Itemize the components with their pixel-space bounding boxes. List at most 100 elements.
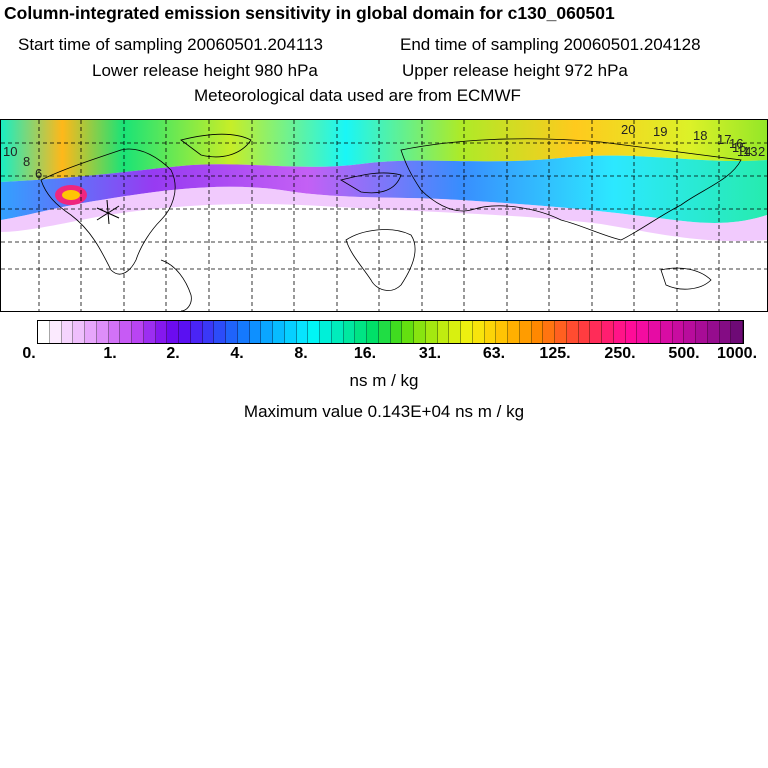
colorbar-segment bbox=[249, 321, 262, 343]
colorbar-segment bbox=[472, 321, 485, 343]
colorbar-segment bbox=[120, 321, 132, 343]
contour-label: 2 bbox=[758, 144, 766, 159]
contour-label: 19 bbox=[653, 124, 668, 139]
colorbar-segment bbox=[320, 321, 332, 343]
contour-label: 17 bbox=[717, 132, 732, 147]
colorbar-units: ns m / kg bbox=[349, 371, 419, 390]
sensitivity-band-mid bbox=[1, 155, 767, 223]
colorbar-segment bbox=[226, 321, 238, 343]
colorbar-segment bbox=[508, 321, 520, 343]
colorbar-tick-label: 250. bbox=[604, 345, 636, 362]
colorbar-segment bbox=[331, 321, 344, 343]
plot-title: Column-integrated emission sensitivity i… bbox=[4, 3, 615, 23]
colorbar-segment bbox=[73, 321, 85, 343]
map-canvas bbox=[1, 120, 767, 312]
release-hotspot-core bbox=[62, 190, 80, 200]
colorbar-tick-label: 2. bbox=[166, 345, 180, 362]
contour-label: 13 bbox=[743, 144, 758, 159]
colorbar-segment bbox=[461, 321, 473, 343]
colorbar-segment bbox=[237, 321, 250, 343]
colorbar-segment bbox=[637, 321, 649, 343]
colorbar-tick-label: 1. bbox=[103, 345, 117, 362]
colorbar-segment bbox=[202, 321, 215, 343]
colorbar-segment bbox=[613, 321, 626, 343]
colorbar-segment bbox=[343, 321, 356, 343]
colorbar-segment bbox=[402, 321, 414, 343]
colorbar-tick-label: 0. bbox=[22, 345, 36, 362]
colorbar-segment bbox=[437, 321, 450, 343]
colorbar-segment bbox=[61, 321, 74, 343]
colorbar-segment bbox=[378, 321, 391, 343]
colorbar-segment bbox=[273, 321, 285, 343]
upper-height-label: Upper release height 972 hPa bbox=[402, 61, 628, 80]
colorbar-segment bbox=[38, 321, 50, 343]
sensitivity-band-high bbox=[1, 120, 767, 182]
colorbar-segment bbox=[519, 321, 532, 343]
contour-label: 8 bbox=[23, 154, 31, 169]
colorbar-tick-label: 500. bbox=[668, 345, 700, 362]
colorbar-segment bbox=[143, 321, 156, 343]
colorbar-segment bbox=[85, 321, 97, 343]
colorbar-segment bbox=[696, 321, 708, 343]
colorbar-tick-label: 8. bbox=[294, 345, 308, 362]
end-time-label: End time of sampling 20060501.204128 bbox=[400, 35, 701, 54]
contour-label: 20 bbox=[621, 122, 636, 137]
contour-label: 6 bbox=[35, 166, 43, 181]
colorbar-segment bbox=[355, 321, 367, 343]
colorbar-segment bbox=[367, 321, 379, 343]
colorbar-segment bbox=[719, 321, 732, 343]
colorbar-segment bbox=[390, 321, 403, 343]
colorbar-tick-label: 1000. bbox=[716, 345, 758, 362]
colorbar-segment bbox=[49, 321, 62, 343]
release-location-marker bbox=[96, 199, 120, 225]
colorbar-segment bbox=[132, 321, 144, 343]
colorbar-segment bbox=[590, 321, 602, 343]
colorbar-segment bbox=[684, 321, 696, 343]
colorbar-segment bbox=[308, 321, 320, 343]
colorbar-segment bbox=[179, 321, 191, 343]
contour-label: 15 bbox=[732, 140, 747, 155]
colorbar-segment bbox=[578, 321, 591, 343]
contour-label: 16 bbox=[729, 136, 744, 151]
colorbar-segment bbox=[566, 321, 579, 343]
colorbar-segment bbox=[660, 321, 673, 343]
colorbar-segment bbox=[731, 321, 743, 343]
coastlines bbox=[40, 133, 742, 312]
colorbar-segment bbox=[108, 321, 121, 343]
graticule bbox=[1, 120, 767, 311]
colorbar-tick-label: 63. bbox=[482, 345, 506, 362]
colorbar-segment bbox=[425, 321, 438, 343]
emission-sensitivity-map: 10 8 6 20 19 18 17 16 15 14 13 2 bbox=[0, 119, 768, 312]
lower-height-label: Lower release height 980 hPa bbox=[92, 61, 318, 80]
contour-label: 14 bbox=[737, 144, 752, 159]
contour-label: 18 bbox=[693, 128, 708, 143]
colorbar-segment bbox=[414, 321, 426, 343]
colorbar-tick-label: 125. bbox=[539, 345, 571, 362]
colorbar bbox=[37, 320, 744, 344]
colorbar-tick-label: 31. bbox=[418, 345, 442, 362]
colorbar-tick-label: 4. bbox=[230, 345, 244, 362]
colorbar-segment bbox=[214, 321, 226, 343]
colorbar-segment bbox=[555, 321, 567, 343]
colorbar-segment bbox=[531, 321, 544, 343]
sensitivity-band-fringe bbox=[1, 186, 767, 242]
colorbar-tick-label: 16. bbox=[353, 345, 377, 362]
colorbar-segment bbox=[602, 321, 614, 343]
colorbar-segment bbox=[449, 321, 461, 343]
colorbar-segment bbox=[707, 321, 720, 343]
colorbar-segment bbox=[625, 321, 638, 343]
colorbar-segment bbox=[190, 321, 203, 343]
colorbar-segment bbox=[672, 321, 685, 343]
colorbar-segment bbox=[296, 321, 309, 343]
contour-label: 10 bbox=[3, 144, 18, 159]
colorbar-segment bbox=[543, 321, 555, 343]
maximum-value-label: Maximum value 0.143E+04 ns m / kg bbox=[243, 402, 525, 421]
start-time-label: Start time of sampling 20060501.204113 bbox=[18, 35, 323, 54]
colorbar-segment bbox=[496, 321, 508, 343]
colorbar-segment bbox=[484, 321, 497, 343]
colorbar-segment bbox=[284, 321, 297, 343]
colorbar-segment bbox=[167, 321, 179, 343]
colorbar-segment bbox=[649, 321, 661, 343]
met-data-label: Meteorological data used are from ECMWF bbox=[194, 86, 521, 105]
